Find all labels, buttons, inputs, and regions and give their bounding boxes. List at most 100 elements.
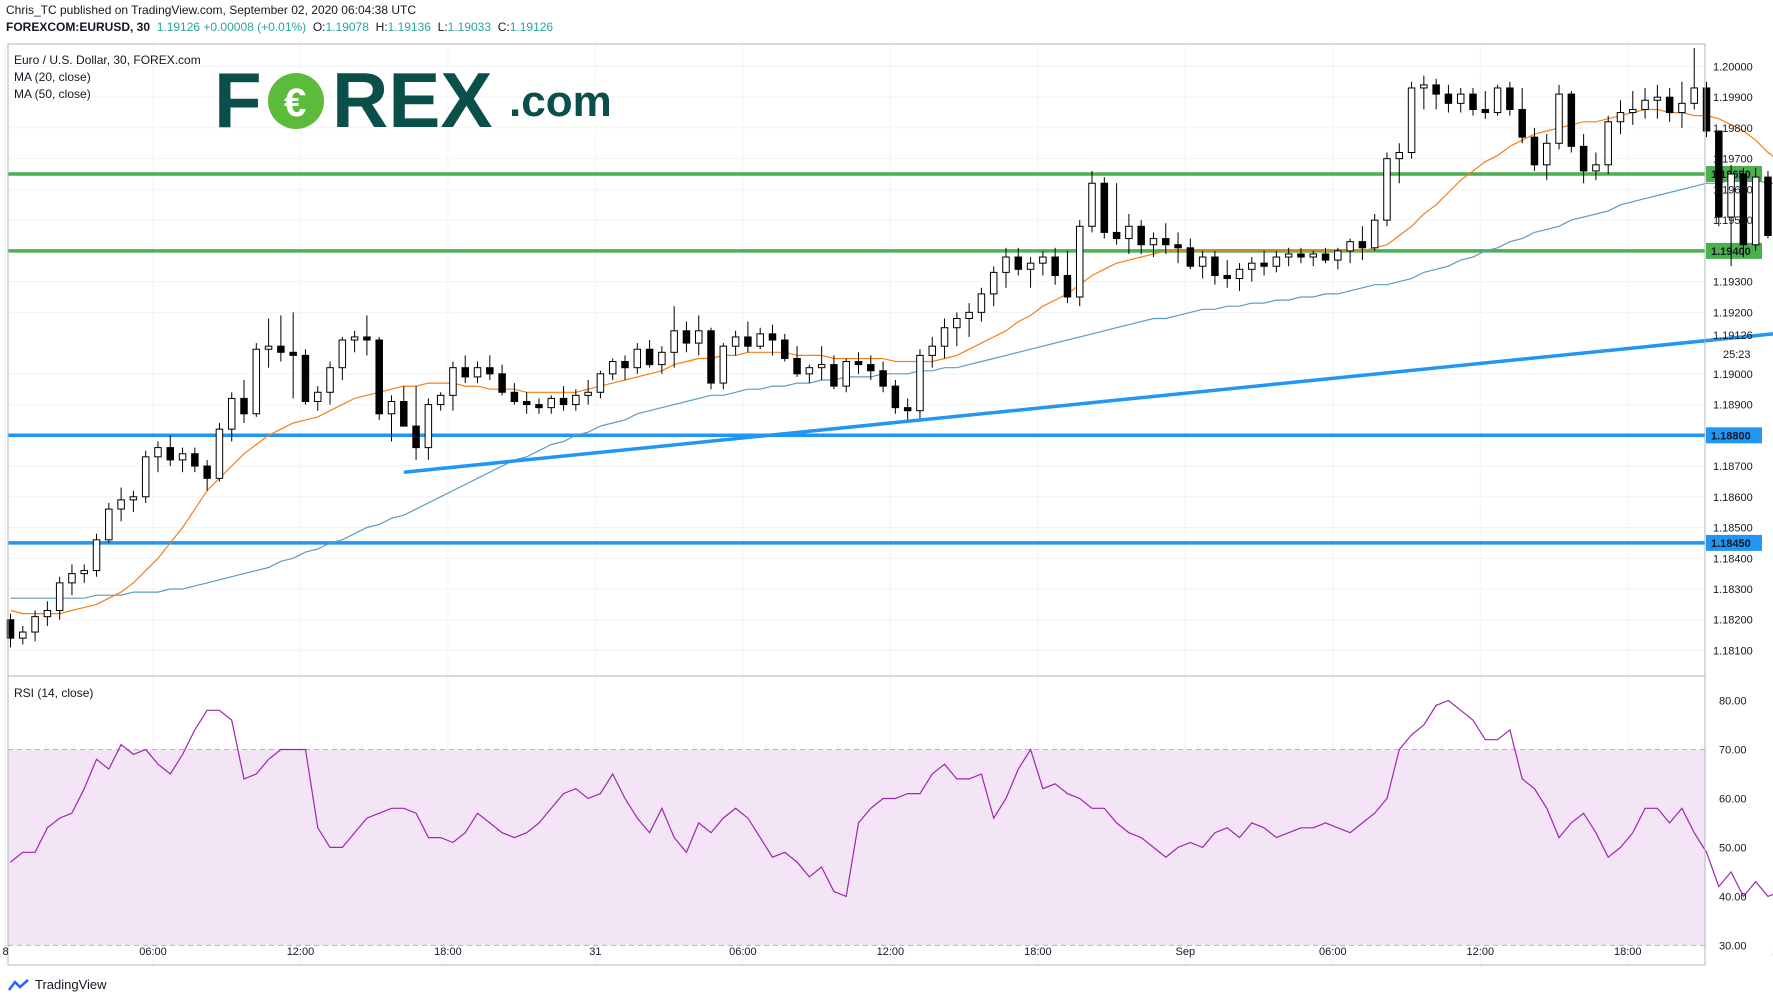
- candle-body: [1493, 87, 1502, 114]
- candle: [314, 386, 322, 411]
- candle: [1493, 84, 1502, 116]
- time-tick-label: 18:00: [1614, 946, 1642, 958]
- candle: [191, 447, 199, 473]
- candle: [486, 355, 494, 380]
- candle: [547, 395, 556, 414]
- candle-body: [1432, 84, 1440, 95]
- ma50-line: [10, 179, 1773, 599]
- candle-body: [1530, 136, 1539, 166]
- time-tick-label: 18:00: [434, 946, 462, 958]
- tradingview-footer[interactable]: TradingView: [8, 977, 107, 992]
- price-tick-label: 1.19300: [1713, 277, 1753, 289]
- candle: [1112, 183, 1121, 245]
- candle-body: [1211, 256, 1219, 276]
- candle: [1383, 152, 1391, 227]
- candle: [1469, 87, 1477, 116]
- candle: [977, 287, 986, 322]
- candle: [596, 370, 605, 399]
- candle: [744, 321, 752, 353]
- candle: [645, 340, 654, 368]
- price-tick-label: 1.18500: [1713, 523, 1753, 535]
- candle: [43, 601, 52, 626]
- candle-body: [154, 447, 162, 458]
- candle-body: [264, 345, 273, 350]
- price-level-tag: [1706, 534, 1762, 551]
- candle: [756, 327, 764, 350]
- price-tick-label: 1.18400: [1713, 553, 1753, 565]
- candle-body: [1198, 256, 1207, 267]
- candle-body: [805, 367, 814, 375]
- price-tick-label: 1.19900: [1713, 92, 1753, 104]
- time-tick-label: 06:00: [1319, 946, 1347, 958]
- candle-body: [1702, 87, 1711, 132]
- rsi-line: [10, 699, 1773, 898]
- candle: [412, 386, 420, 460]
- price-tick-label: 1.19700: [1713, 154, 1753, 166]
- candle-body: [166, 447, 175, 461]
- candle: [141, 450, 150, 503]
- candle-body: [1235, 268, 1244, 280]
- price-tick-label: 1.19600: [1713, 184, 1753, 196]
- ohlc-header: FOREXCOM:EURUSD, 30 1.19126 +0.00008 (+0…: [6, 20, 553, 34]
- candle-body: [375, 339, 383, 415]
- candle: [387, 395, 396, 442]
- candle: [1174, 232, 1182, 264]
- candle-body: [412, 425, 420, 449]
- candle: [1346, 238, 1354, 264]
- candle-body: [1174, 244, 1182, 249]
- candle: [989, 266, 998, 307]
- rsi-pane: [8, 699, 1773, 946]
- candle: [436, 392, 445, 411]
- candle-body: [1149, 238, 1158, 246]
- candle-body: [1678, 102, 1686, 114]
- rsi-tick-label: 80.00: [1719, 695, 1747, 707]
- candle: [572, 389, 580, 411]
- candle: [1370, 213, 1379, 251]
- candle-body: [1567, 93, 1576, 147]
- candle-body: [1186, 247, 1195, 267]
- rsi-tick-label: 70.00: [1719, 744, 1747, 756]
- candle-body: [1125, 225, 1133, 240]
- candle: [1248, 257, 1256, 282]
- candle: [215, 423, 224, 482]
- candle-body: [621, 361, 629, 369]
- low-label: L:: [437, 20, 448, 34]
- candle: [277, 315, 285, 362]
- candle: [867, 355, 875, 380]
- price-change: 1.19126 +0.00008 (+0.01%): [156, 20, 307, 34]
- close-value: 1.19126: [509, 20, 554, 34]
- price-tick-label: 1.20000: [1713, 61, 1753, 73]
- chart-axes: 1.20000 1.19900 1.19800 1.19700 1.19600 1.195…: [2, 43, 1773, 966]
- candle-body: [6, 619, 15, 639]
- candle: [522, 392, 531, 414]
- high-label: H:: [375, 20, 388, 34]
- candle: [1690, 48, 1698, 110]
- logo-suffix: .com: [509, 77, 612, 126]
- candle-body: [1579, 145, 1588, 172]
- candle: [1002, 247, 1010, 288]
- candle-body: [1518, 108, 1526, 138]
- candle-body: [1616, 112, 1625, 123]
- candle: [1518, 87, 1526, 144]
- candle-body: [1665, 96, 1674, 114]
- candle-body: [1456, 93, 1465, 104]
- candle: [166, 435, 175, 467]
- candle-body: [793, 357, 801, 375]
- candle: [916, 349, 924, 420]
- price-tick-label: 1.18900: [1713, 400, 1753, 412]
- candle-body: [1088, 182, 1096, 227]
- candle-body: [916, 354, 924, 412]
- candle: [768, 324, 777, 356]
- candle: [1137, 220, 1145, 254]
- candle-body: [756, 333, 764, 347]
- candle-body: [1592, 164, 1600, 172]
- candle: [400, 386, 408, 427]
- candle-body: [867, 364, 875, 372]
- candle-body: [1358, 241, 1367, 249]
- candle: [1530, 127, 1539, 171]
- candle-body: [424, 404, 433, 449]
- candle: [6, 613, 15, 648]
- candle: [1125, 213, 1133, 254]
- tradingview-icon: [8, 978, 29, 991]
